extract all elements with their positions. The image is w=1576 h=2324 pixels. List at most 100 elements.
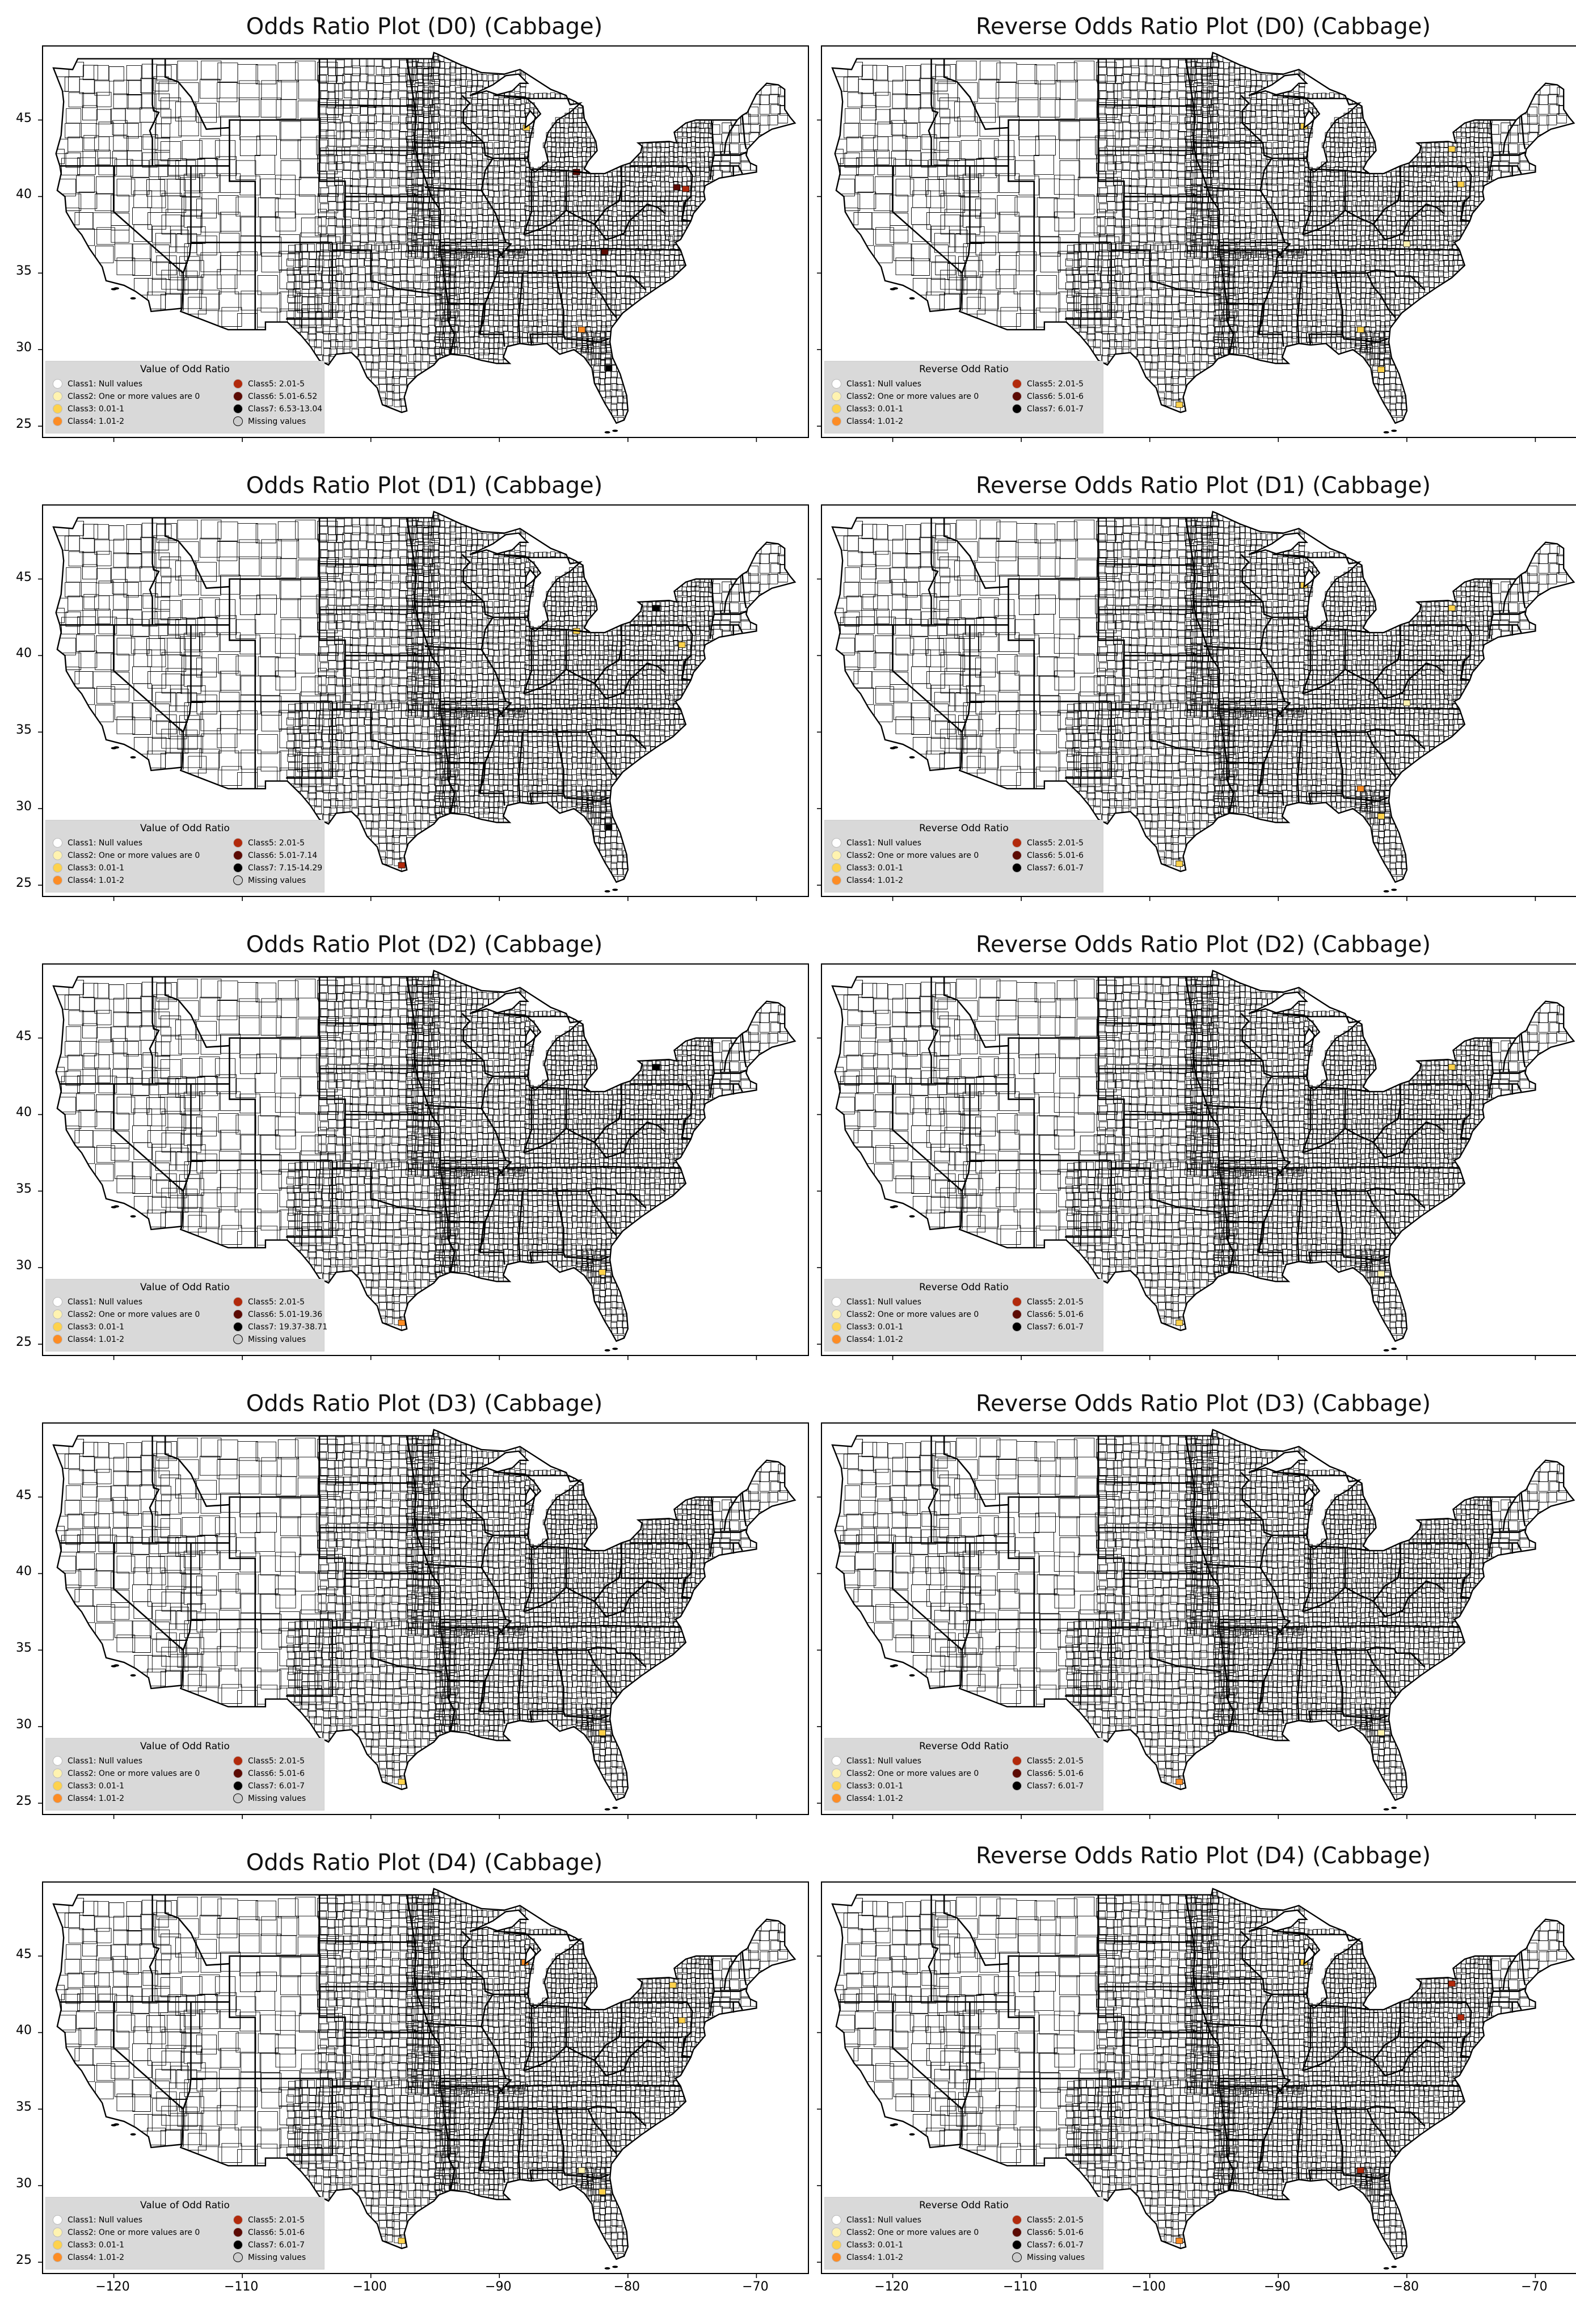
y-tick-label: 35 <box>16 1182 32 1197</box>
legend-label: Class5: 2.01-5 <box>1027 1298 1084 1307</box>
legend-title: Value of Odd Ratio <box>140 1741 230 1752</box>
legend-swatch <box>233 2215 243 2225</box>
island <box>1383 1808 1389 1811</box>
legend-label: Class4: 1.01-2 <box>68 876 125 885</box>
legend-swatch <box>53 875 62 885</box>
legend-swatch <box>53 863 62 873</box>
legend-swatch <box>233 1756 243 1766</box>
legend: Reverse Odd Ratio Class1: Null values Clas… <box>824 1738 1103 1811</box>
legend-label: Class3: 0.01-1 <box>68 1323 125 1332</box>
island <box>909 756 915 759</box>
legend-title: Value of Odd Ratio <box>140 1282 230 1293</box>
legend-label: Class2: One or more values are 0 <box>846 1769 979 1778</box>
highlighted-county <box>1175 1319 1183 1326</box>
highlighted-county <box>682 186 690 192</box>
legend-label: Class7: 7.15-14.29 <box>248 864 323 873</box>
legend-label: Class2: One or more values are 0 <box>68 851 200 860</box>
legend-swatch <box>53 1310 62 1319</box>
island <box>604 1808 610 1811</box>
legend-swatch <box>233 1781 243 1791</box>
legend-label: Class4: 1.01-2 <box>846 1794 904 1803</box>
y-tick-label: 45 <box>16 1947 32 1961</box>
map-frame <box>38 1422 809 1819</box>
legend-swatch <box>832 404 841 414</box>
map-frame <box>38 963 809 1360</box>
highlighted-county <box>1356 2167 1364 2174</box>
highlighted-county <box>578 326 585 333</box>
y-tick-label: 45 <box>16 111 32 125</box>
land-area <box>832 1888 1574 2259</box>
legend-swatch <box>53 1781 62 1791</box>
legend-label: Class5: 2.01-5 <box>1027 839 1084 848</box>
legend: Reverse Odd Ratio Class1: Null values Clas… <box>824 361 1103 433</box>
legend-label: Class4: 1.01-2 <box>846 2253 904 2262</box>
panel-title: Reverse Odds Ratio Plot (D4) (Cabbage) <box>976 1843 1431 1869</box>
island <box>130 2133 136 2136</box>
legend-label: Class4: 1.01-2 <box>846 417 904 426</box>
x-tick-label: −120 <box>95 2280 130 2294</box>
island <box>113 287 120 290</box>
legend-swatch <box>832 1322 841 1332</box>
legend-label: Class4: 1.01-2 <box>68 1794 125 1803</box>
highlighted-county <box>398 1319 406 1326</box>
highlighted-county <box>398 2237 406 2244</box>
highlighted-county <box>1175 1778 1183 1785</box>
legend-label: Class6: 5.01-6 <box>1027 1769 1084 1778</box>
legend-label: Class3: 0.01-1 <box>68 864 125 873</box>
legend-label: Missing values <box>248 1794 306 1803</box>
legend-label: Missing values <box>1027 2253 1085 2262</box>
legend-label: Class1: Null values <box>846 1757 922 1766</box>
legend-title: Reverse Odd Ratio <box>919 823 1009 834</box>
legend-swatch <box>832 2253 841 2262</box>
island <box>909 1674 915 1677</box>
y-tick-label: 40 <box>16 1105 32 1120</box>
land-area <box>832 52 1574 423</box>
legend-label: Class7: 6.01-7 <box>1027 405 1084 414</box>
legend-label: Class1: Null values <box>68 1757 143 1766</box>
legend-swatch <box>1012 404 1022 414</box>
legend-swatch <box>233 851 243 860</box>
legend-label: Class1: Null values <box>68 2216 143 2225</box>
state-boundaries <box>60 58 747 355</box>
highlighted-county <box>1448 605 1456 612</box>
x-tick-label: −120 <box>874 2280 909 2294</box>
legend-swatch <box>1012 391 1022 401</box>
county-boundaries <box>832 1888 1569 2259</box>
panel-title: Odds Ratio Plot (D1) (Cabbage) <box>246 473 603 499</box>
state-boundaries <box>60 1435 747 1732</box>
legend-label: Class7: 6.01-7 <box>1027 1782 1084 1791</box>
legend-swatch <box>832 1310 841 1319</box>
x-tick-label: −90 <box>1264 2280 1291 2294</box>
legend-label: Class6: 5.01-7.14 <box>248 851 318 860</box>
legend-label: Class2: One or more values are 0 <box>846 851 979 860</box>
y-tick-label: 45 <box>16 570 32 584</box>
island <box>1391 2266 1397 2268</box>
legend-label: Class6: 5.01-6 <box>1027 1310 1084 1319</box>
legend-label: Class7: 19.37-38.71 <box>248 1323 328 1332</box>
highlighted-county <box>678 2017 686 2024</box>
island <box>909 1215 915 1218</box>
x-tick-label: −100 <box>1131 2280 1166 2294</box>
legend-label: Class5: 2.01-5 <box>1027 380 1084 389</box>
land-area <box>832 970 1574 1341</box>
county-boundaries <box>53 1888 790 2259</box>
state-boundaries <box>838 1894 1526 2191</box>
highlighted-county <box>669 1982 677 1989</box>
legend-label: Class4: 1.01-2 <box>68 417 125 426</box>
land-area <box>53 970 795 1341</box>
legend-swatch <box>1012 1769 1022 1778</box>
highlighted-county <box>652 605 660 612</box>
x-tick-label: −80 <box>1392 2280 1419 2294</box>
legend: Reverse Odd Ratio Class1: Null values Clas… <box>824 820 1103 892</box>
highlighted-county <box>1448 1064 1456 1071</box>
legend-label: Class2: One or more values are 0 <box>68 1769 200 1778</box>
legend-label: Class7: 6.01-7 <box>248 2241 305 2250</box>
island <box>1383 890 1389 892</box>
legend-swatch <box>233 2253 243 2262</box>
island <box>1383 1349 1389 1352</box>
legend-title: Reverse Odd Ratio <box>919 1741 1009 1752</box>
legend-swatch <box>233 863 243 873</box>
legend-title: Reverse Odd Ratio <box>919 364 1009 375</box>
y-tick-label: 25 <box>16 2253 32 2268</box>
